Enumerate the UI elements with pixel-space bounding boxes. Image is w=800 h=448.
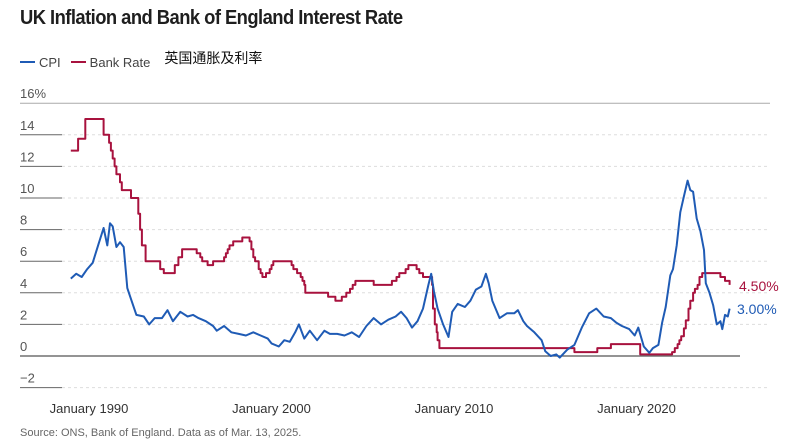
y-tick-label: 6 [20,244,27,259]
y-tick-label: −2 [20,371,35,386]
y-tick-label: 16% [20,86,46,101]
y-tick-label: 12 [20,149,34,164]
legend: CPI Bank Rate 英国通胀及利率 [20,50,262,72]
legend-label-cpi: CPI [39,54,61,70]
legend-label-bank-rate: Bank Rate [89,54,151,70]
x-tick-label: January 2000 [232,401,311,416]
legend-swatch-bank-rate [70,61,86,63]
bank-rate-line [70,118,731,356]
legend-swatch-cpi [20,61,35,63]
end-label-bank-rate: 4.50% [739,278,779,294]
y-tick-label: 14 [20,118,34,133]
legend-item-bank-rate: Bank Rate [70,54,151,70]
y-tick-label: 10 [20,181,34,196]
x-tick-label: January 1990 [50,401,129,416]
y-tick-label: 4 [20,276,27,291]
y-tick-label: 2 [20,307,27,322]
chart-title: UK Inflation and Bank of England Interes… [20,7,403,29]
cpi-line [70,179,731,359]
y-tick-label: 0 [20,339,27,354]
chinese-subtitle: 英国通胀及利率 [164,50,263,66]
source-note: Source: ONS, Bank of England. Data as of… [20,427,302,439]
legend-item-cpi: CPI [20,55,61,70]
x-tick-label: January 2020 [597,401,676,416]
end-label-cpi: 3.00% [737,301,777,317]
y-tick-label: 8 [20,213,27,228]
x-tick-label: January 2010 [415,401,494,416]
